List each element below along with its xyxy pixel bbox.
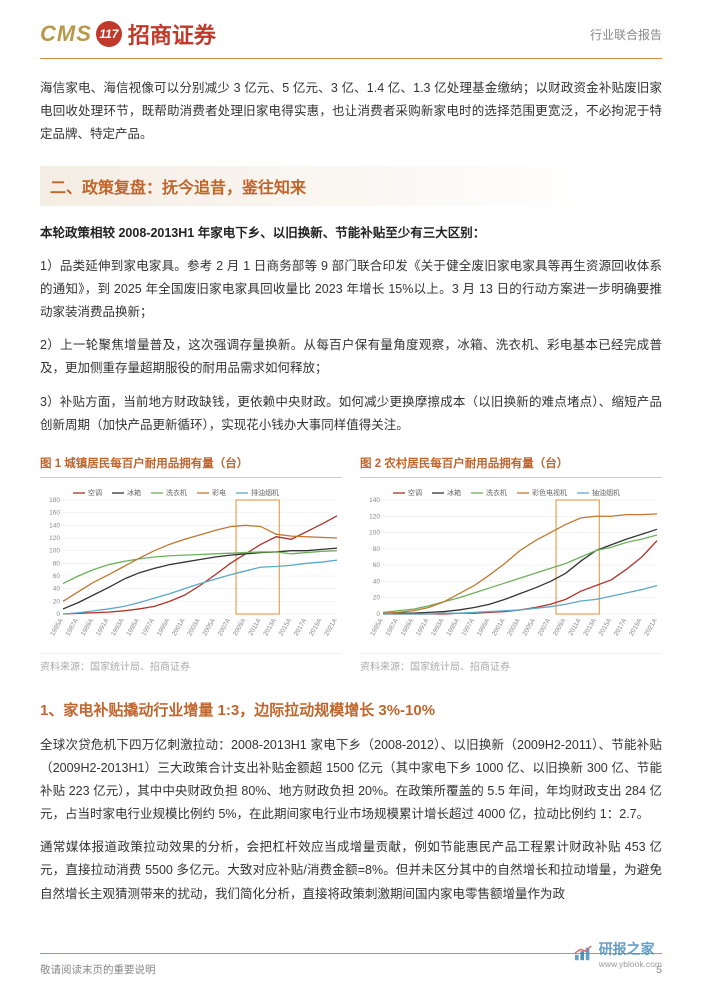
- svg-text:1993A: 1993A: [430, 617, 446, 637]
- intro-paragraph: 海信家电、海信视像可以分别减少 3 亿元、5 亿元、3 亿、1.4 亿、1.3 …: [40, 77, 662, 146]
- subsection-1-p1: 全球次贷危机下四万亿刺激拉动：2008-2013H1 家电下乡（2008-201…: [40, 734, 662, 827]
- svg-text:120: 120: [369, 513, 380, 520]
- page-header: CMS 117 招商证券 行业联合报告: [40, 0, 662, 59]
- svg-text:2003A: 2003A: [186, 617, 202, 637]
- page-footer: 敬请阅读末页的重要说明 5: [40, 953, 662, 991]
- svg-text:1985A: 1985A: [49, 617, 65, 637]
- footer-note: 敬请阅读末页的重要说明: [40, 962, 156, 977]
- watermark-url: www.yblook.com: [599, 959, 662, 969]
- svg-text:1989A: 1989A: [400, 617, 416, 637]
- svg-text:140: 140: [49, 522, 60, 529]
- logo-badge-icon: 117: [96, 21, 122, 47]
- svg-text:1999A: 1999A: [156, 617, 172, 637]
- svg-text:1991A: 1991A: [415, 617, 431, 637]
- svg-text:2009A: 2009A: [232, 617, 248, 637]
- svg-text:2021A: 2021A: [323, 617, 339, 637]
- svg-text:1993A: 1993A: [110, 617, 126, 637]
- svg-text:2019A: 2019A: [308, 617, 324, 637]
- svg-text:20: 20: [53, 598, 61, 605]
- svg-text:空调: 空调: [88, 488, 102, 497]
- section-2-p2: 2）上一轮聚焦增量普及，这次强调存量换新。从每百户保有量角度观察，冰箱、洗衣机、…: [40, 334, 662, 380]
- svg-text:2001A: 2001A: [491, 617, 507, 637]
- svg-text:2021A: 2021A: [643, 617, 659, 637]
- svg-text:1997A: 1997A: [141, 617, 157, 637]
- svg-text:1999A: 1999A: [476, 617, 492, 637]
- svg-text:洗衣机: 洗衣机: [166, 488, 187, 497]
- svg-text:1995A: 1995A: [445, 617, 461, 637]
- figure-2-chart: 0204060801001201401985A1987A1989A1991A19…: [360, 484, 662, 644]
- figure-1-source: 资料来源：国家统计局、招商证券: [40, 653, 342, 673]
- svg-text:1987A: 1987A: [64, 617, 80, 637]
- svg-text:2007A: 2007A: [537, 617, 553, 637]
- svg-text:2005A: 2005A: [201, 617, 217, 637]
- svg-text:空调: 空调: [408, 488, 422, 497]
- watermark-name: 研报之家: [599, 941, 655, 957]
- svg-text:2011A: 2011A: [247, 617, 263, 637]
- charts-row: 图 1 城镇居民每百户耐用品拥有量（台） 0 20 40 60 80 100 120 140 1…: [40, 455, 662, 673]
- svg-text:60: 60: [53, 573, 61, 580]
- svg-text:160: 160: [49, 509, 60, 516]
- svg-text:140: 140: [369, 497, 380, 504]
- svg-text:2015A: 2015A: [598, 617, 614, 637]
- svg-text:彩色电视机: 彩色电视机: [532, 488, 567, 497]
- figure-1-title: 图 1 城镇居民每百户耐用品拥有量（台）: [40, 455, 342, 478]
- svg-text:2015A: 2015A: [278, 617, 294, 637]
- figure-2-block: 图 2 农村居民每百户耐用品拥有量（台） 0 20 40 60 80 100 120 140 1…: [360, 455, 662, 673]
- logo-block: CMS 117 招商证券: [40, 18, 216, 50]
- svg-text:120: 120: [49, 535, 60, 542]
- svg-text:冰箱: 冰箱: [447, 488, 461, 497]
- watermark: 研报之家 www.yblook.com: [573, 939, 662, 969]
- svg-text:洗衣机: 洗衣机: [486, 488, 507, 497]
- section-2-lead: 本轮政策相较 2008-2013H1 年家电下乡、以旧换新、节能补贴至少有三大区…: [40, 222, 662, 245]
- svg-text:100: 100: [49, 547, 60, 554]
- figure-1-chart: 0204060801001201401601801985A1987A1989A1…: [40, 484, 342, 644]
- figure-2-source: 资料来源：国家统计局、招商证券: [360, 653, 662, 673]
- watermark-text: 研报之家 www.yblook.com: [599, 939, 662, 969]
- svg-text:1987A: 1987A: [384, 617, 400, 637]
- svg-text:2017A: 2017A: [293, 617, 309, 637]
- report-type-label: 行业联合报告: [590, 26, 662, 43]
- svg-text:1991A: 1991A: [95, 617, 111, 637]
- svg-text:180: 180: [49, 497, 60, 504]
- section-2-heading: 二、政策复盘：抚今追昔，鉴往知来: [40, 166, 662, 206]
- svg-text:2019A: 2019A: [628, 617, 644, 637]
- svg-text:2007A: 2007A: [217, 617, 233, 637]
- svg-text:1985A: 1985A: [369, 617, 385, 637]
- svg-text:2003A: 2003A: [506, 617, 522, 637]
- svg-text:1997A: 1997A: [461, 617, 477, 637]
- subsection-1-heading: 1、家电补贴撬动行业增量 1:3，边际拉动规模增长 3%-10%: [40, 699, 662, 720]
- section-2-p3: 3）补贴方面，当前地方财政缺钱，更依赖中央财政。如何减少更换摩擦成本（以旧换新的…: [40, 391, 662, 437]
- svg-text:2011A: 2011A: [567, 617, 583, 637]
- figure-2-title: 图 2 农村居民每百户耐用品拥有量（台）: [360, 455, 662, 478]
- svg-text:彩电: 彩电: [212, 488, 226, 497]
- svg-text:0: 0: [56, 611, 60, 618]
- svg-text:40: 40: [373, 578, 381, 585]
- svg-text:冰箱: 冰箱: [127, 488, 141, 497]
- svg-text:2013A: 2013A: [582, 617, 598, 637]
- svg-text:100: 100: [369, 529, 380, 536]
- svg-text:2005A: 2005A: [521, 617, 537, 637]
- svg-text:1989A: 1989A: [80, 617, 96, 637]
- svg-text:抽油烟机: 抽油烟机: [592, 488, 620, 497]
- svg-text:2013A: 2013A: [262, 617, 278, 637]
- figure-1-block: 图 1 城镇居民每百户耐用品拥有量（台） 0 20 40 60 80 100 120 140 1…: [40, 455, 342, 673]
- logo-cn-text: 招商证券: [128, 18, 216, 50]
- subsection-1-p2: 通常媒体报道政策拉动效果的分析，会把杠杆效应当成增量贡献，例如节能惠民产品工程累…: [40, 836, 662, 905]
- svg-text:80: 80: [373, 546, 381, 553]
- svg-text:20: 20: [373, 594, 381, 601]
- chart-icon: [573, 944, 595, 965]
- svg-text:1995A: 1995A: [125, 617, 141, 637]
- svg-text:60: 60: [373, 562, 381, 569]
- logo-cms-text: CMS: [40, 21, 92, 47]
- svg-text:2009A: 2009A: [552, 617, 568, 637]
- svg-text:0: 0: [376, 611, 380, 618]
- svg-text:80: 80: [53, 560, 61, 567]
- svg-text:40: 40: [53, 585, 61, 592]
- svg-text:排油烟机: 排油烟机: [251, 488, 279, 497]
- svg-text:2017A: 2017A: [613, 617, 629, 637]
- section-2-p1: 1）品类延伸到家电家具。参考 2 月 1 日商务部等 9 部门联合印发《关于健全…: [40, 255, 662, 324]
- svg-text:2001A: 2001A: [171, 617, 187, 637]
